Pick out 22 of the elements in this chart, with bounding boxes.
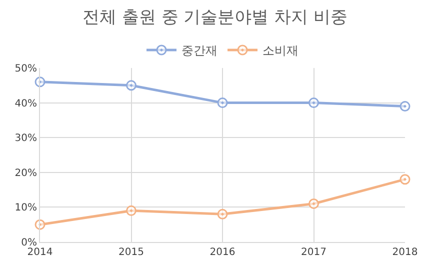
y-tick-label: 30% [14,133,37,144]
point [217,98,228,108]
x-tick-label: 2015 [118,247,144,258]
point [126,205,136,216]
y-tick-label: 50% [14,64,37,74]
x-tick-label: 2017 [301,247,326,258]
point [126,80,136,91]
x-tick-label: 2018 [392,247,418,258]
legend-label: 중간재 [182,44,218,58]
point [400,174,410,185]
y-tick-label: 20% [14,168,37,179]
legend-label: 소비재 [262,44,298,58]
x-tick-label: 2016 [210,247,236,258]
point [217,208,228,220]
point [308,98,319,108]
y-tick-label: 10% [14,202,37,214]
x-tick-label: 2014 [27,247,53,258]
y-tick-label: 0% [21,238,37,248]
y-tick-label: 40% [14,98,37,110]
chart-title: 전체 출원 중 기술분야별 차지 비중 [82,8,348,28]
point [400,101,410,112]
point [308,198,319,209]
